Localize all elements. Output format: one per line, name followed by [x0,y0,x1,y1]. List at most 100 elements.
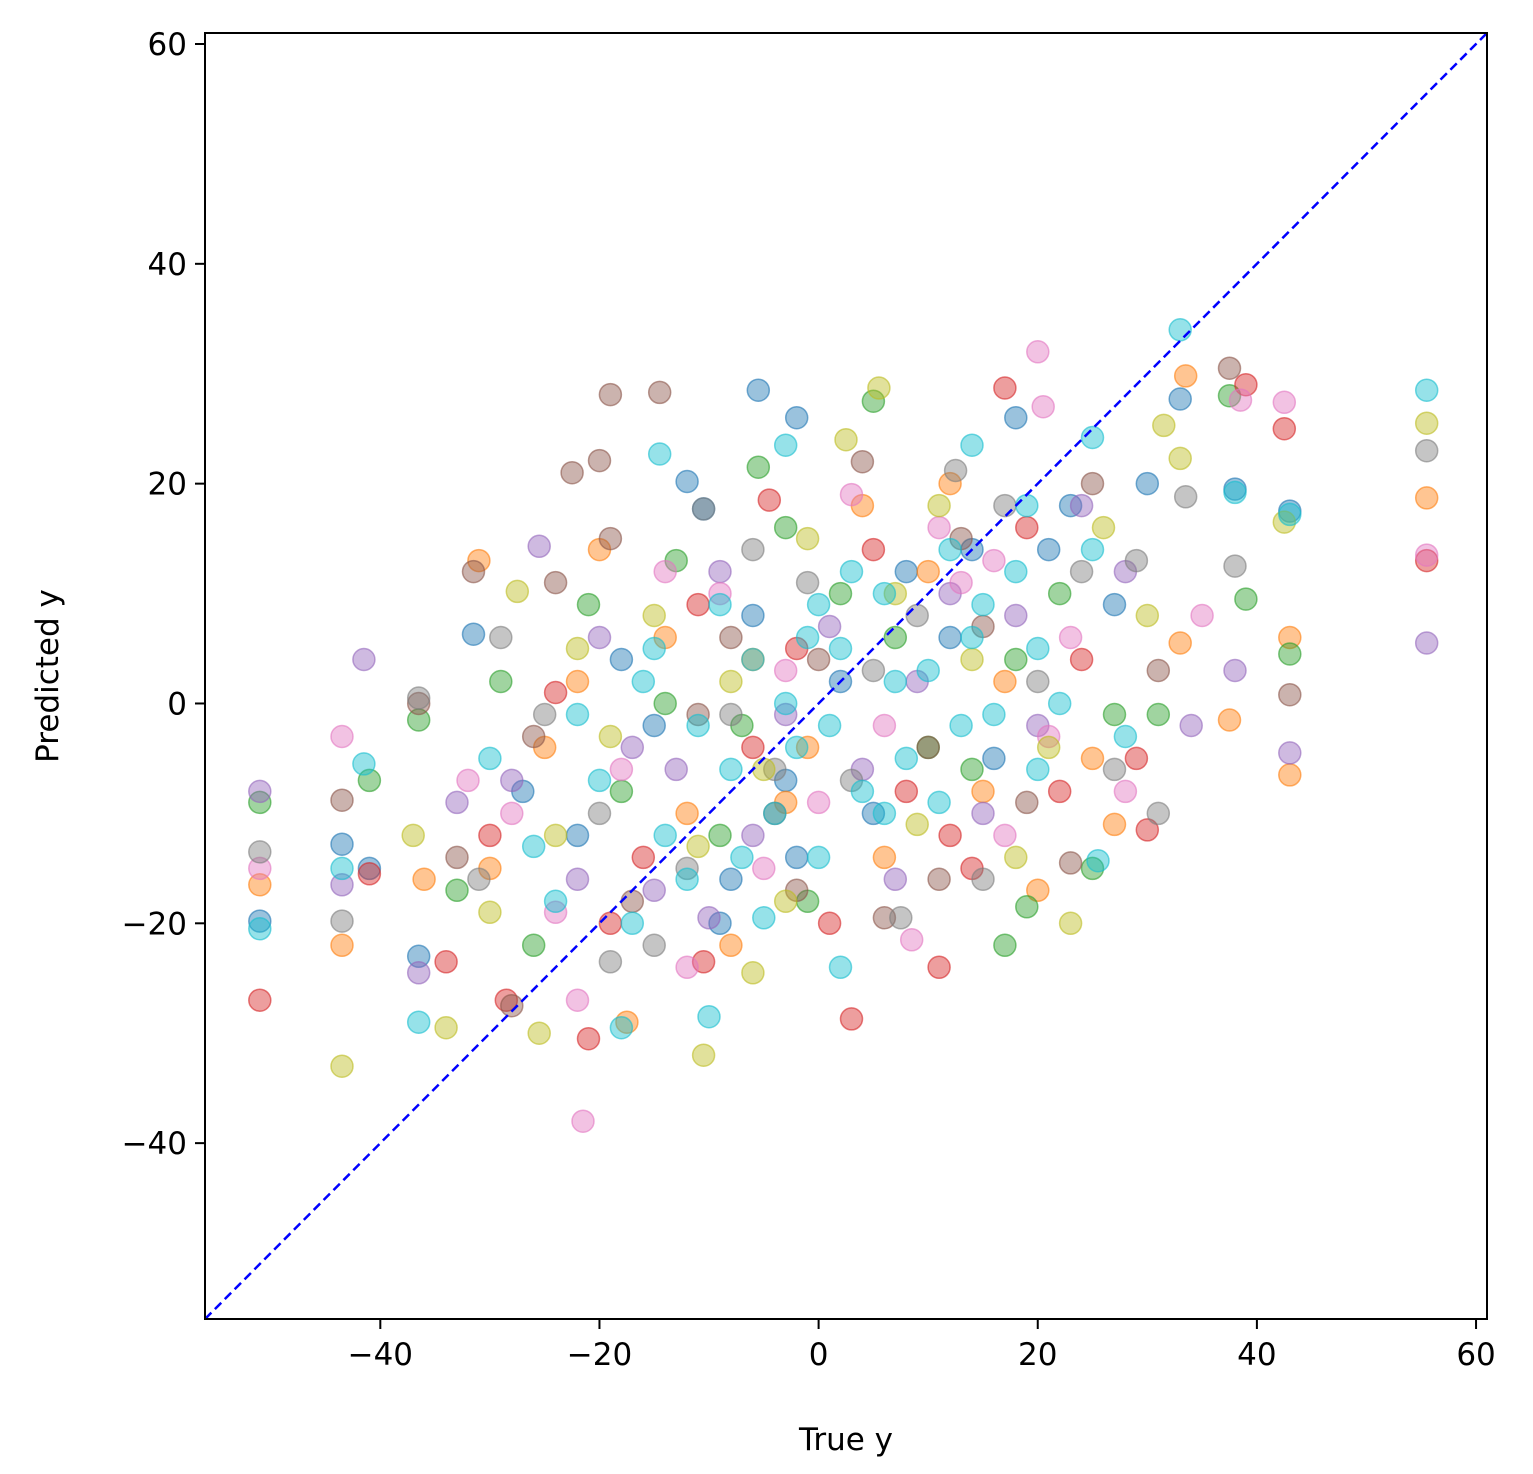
scatter-point-s9-p16 [752,906,776,930]
scatter-point-s3-p17 [543,680,568,705]
scatter-point-s2-p1 [993,933,1017,958]
plot-frame [204,32,1488,1320]
scatter-point-s4-p6 [527,534,551,559]
scatter-point-s7-p27 [489,625,513,650]
scatter-point-s9-p8 [406,1010,431,1034]
scatter-point-s8-p16 [905,812,929,837]
scatter-point-s0-p13 [938,625,962,650]
scatter-point-s2-p14 [521,933,546,958]
scatter-point-s0-p1 [1168,387,1192,411]
scatter-point-s2-p8 [1278,642,1302,666]
scatter-point-s9-p50 [1113,724,1138,749]
scatter-point-s2-p18 [445,878,469,903]
scatter-point-s8-p14 [773,889,798,914]
scatter-point-s7-p24 [1102,757,1127,782]
scatter-point-s8-p26 [565,636,590,661]
y-tick-label: −20 [122,906,187,942]
scatter-point-s4-p29 [642,878,666,903]
y-tick-label: 40 [148,247,187,283]
scatter-point-s9-p29 [631,669,656,694]
scatter-point-s4-p12 [883,867,908,892]
scatter-point-s0-p3 [1004,405,1028,430]
scatter-point-s2-p13 [1102,702,1127,727]
scatter-point-s0-p0 [746,378,771,402]
scatter-point-s4-p15 [817,614,842,639]
scatter-point-s3-p25 [938,823,962,848]
scatter-point-s3-p4 [576,1026,601,1051]
scatter-point-s4-p3 [248,779,272,804]
scatter-point-s1-p12 [916,559,940,584]
scatter-point-s2-p29 [489,669,513,694]
scatter-point-s8-p8 [434,1015,458,1040]
x-axis-ticks: −40 −20 0 20 40 60 [348,1319,1496,1373]
scatter-point-s4-p2 [1278,741,1302,765]
scatter-point-s3-p10 [1135,818,1160,842]
scatter-point-s4-p19 [1179,713,1203,738]
scatter-point-s9-p49 [543,889,568,914]
scatter-point-s6-p14 [752,856,776,881]
scatter-point-s8-p20 [1135,603,1160,628]
scatter-point-s9-p13 [609,1015,634,1040]
scatter-point-s9-p19 [719,757,743,782]
scatter-point-s3-p29 [741,735,765,760]
scatter-point-s3-p7 [927,955,951,980]
scatter-point-s9-p53 [883,669,908,694]
scatter-point-s9-p35 [1004,559,1028,584]
scatter-point-s2-p28 [1234,587,1258,611]
scatter-point-s8-p21 [478,900,502,925]
scatter-point-s0-p18 [642,713,666,738]
scatter-point-s1-p23 [938,471,962,496]
y-tick-label: −40 [122,1126,187,1162]
scatter-point-s9-p32 [478,746,502,771]
scatter-point-s9-p54 [784,735,809,760]
scatter-point-s1-p9 [1217,708,1242,732]
scatter-point-s7-p16 [532,702,557,727]
scatter-point-s7-p21 [587,801,612,826]
scatter-point-s9-p42 [982,702,1006,727]
scatter-point-s6-p28 [773,658,798,683]
scatter-point-s7-p28 [861,658,886,683]
scatter-point-s8-p17 [598,724,623,749]
y-axis-label: Predicted y [30,589,66,763]
scatter-point-s8-p0 [867,376,891,400]
scatter-points [248,318,1439,1133]
scatter-point-s3-p27 [861,537,886,562]
scatter-point-s9-p39 [817,713,842,738]
identity-reference-line [205,33,1487,1319]
scatter-point-s5-p11 [406,691,431,716]
scatter-point-s9-p26 [971,592,995,617]
scatter-point-s9-p58 [1015,493,1039,518]
scatter-point-s2-p2 [746,455,771,479]
scatter-point-s4-p0 [352,647,376,672]
scatter-point-s7-p20 [905,603,929,628]
scatter-point-s1-p28 [971,779,995,804]
scatter-point-s7-p12 [1146,801,1171,826]
scatter-point-s4-p20 [741,823,765,848]
scatter-point-s8-p29 [1058,911,1083,936]
scatter-point-s2-p9 [773,515,798,540]
scatter-point-s4-p17 [971,801,995,826]
x-tick-label: −20 [567,1337,632,1373]
scatter-point-s7-p25 [719,702,743,727]
scatter-point-s9-p4 [960,433,984,457]
scatter-point-s8-p19 [719,669,743,694]
scatter-point-s9-p55 [927,790,951,815]
scatter-point-s2-p0 [861,389,886,413]
scatter-point-s8-p18 [1036,735,1061,760]
scatter-point-s4-p16 [664,757,688,782]
scatter-point-s0-p17 [894,559,919,584]
scatter-point-s6-p10 [675,955,699,980]
scatter-point-s6-p8 [565,988,590,1012]
scatter-point-s7-p26 [993,493,1017,518]
scatter-point-s4-p28 [1223,658,1247,683]
scatter-point-s9-p52 [806,592,831,617]
scatter-point-s5-p4 [1217,356,1242,380]
scatter-point-s5-p24 [1146,658,1171,683]
scatter-point-s8-p30 [401,823,425,848]
scatter-point-s9-p5 [1080,425,1105,450]
scatter-point-s8-p6 [1414,411,1439,435]
scatter-point-s5-p20 [620,889,645,914]
scatter-point-s6-p25 [806,790,831,815]
x-tick-label: −40 [348,1337,413,1373]
